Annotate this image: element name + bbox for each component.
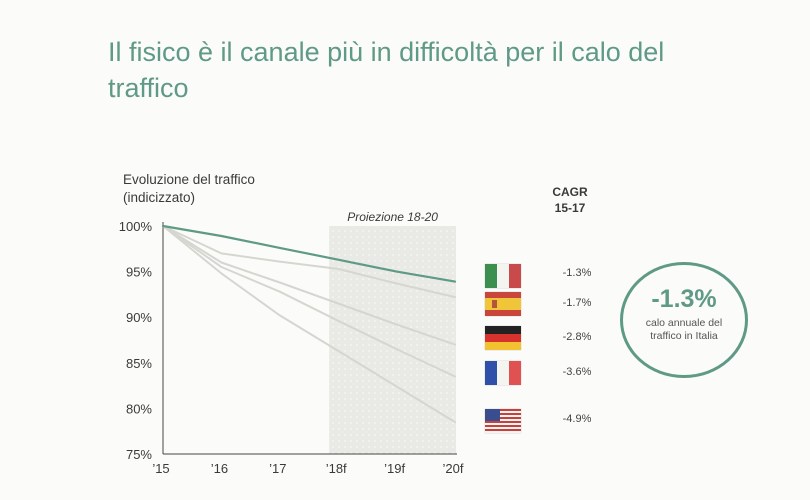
series-line-france [162, 225, 456, 378]
usa-flag-icon [485, 409, 521, 433]
italy-flag-icon [485, 264, 521, 288]
y-tick-label: 100% [119, 219, 153, 234]
x-tick-label: ’19f [384, 461, 405, 476]
y-tick-label: 90% [126, 310, 152, 325]
cagr-usa: -4.9% [562, 413, 592, 425]
x-tick-label: ’17 [269, 461, 286, 476]
cagr-italy: -1.3% [562, 267, 592, 279]
highlight-caption: calo annuale del traffico in Italia [645, 317, 723, 342]
y-tick-label: 95% [126, 265, 152, 280]
series-line-germany [162, 225, 456, 346]
france-flag-icon [485, 361, 521, 385]
x-tick-label: ’16 [211, 461, 228, 476]
chart-axis-title: Evoluzione del traffico (indicizzato) [123, 172, 255, 205]
germany-flag-icon [485, 326, 521, 350]
italy-highlight-badge: -1.3% calo annuale del traffico in Itali… [620, 262, 748, 378]
x-tick-label: ’18f [326, 461, 347, 476]
series-line-usa [162, 225, 456, 424]
projection-label: Proiezione 18-20 [347, 210, 438, 224]
highlight-value: -1.3% [651, 285, 717, 313]
y-tick-label: 80% [126, 401, 152, 416]
cagr-header: CAGR 15-17 [552, 185, 588, 215]
spain-flag-icon [485, 292, 521, 316]
series-line-italy [161, 224, 457, 283]
cagr-germany: -2.8% [562, 331, 592, 343]
y-tick-label: 75% [126, 447, 152, 462]
cagr-spain: -1.7% [562, 297, 592, 309]
x-tick-label: ’20f [443, 461, 464, 476]
page-title: Il fisico è il canale più in difficoltà … [108, 37, 665, 103]
y-tick-label: 85% [126, 356, 152, 371]
x-tick-label: ’15 [152, 461, 169, 476]
cagr-france: -3.6% [562, 366, 592, 378]
projection-area [329, 226, 456, 454]
series-line-spain [162, 225, 456, 299]
